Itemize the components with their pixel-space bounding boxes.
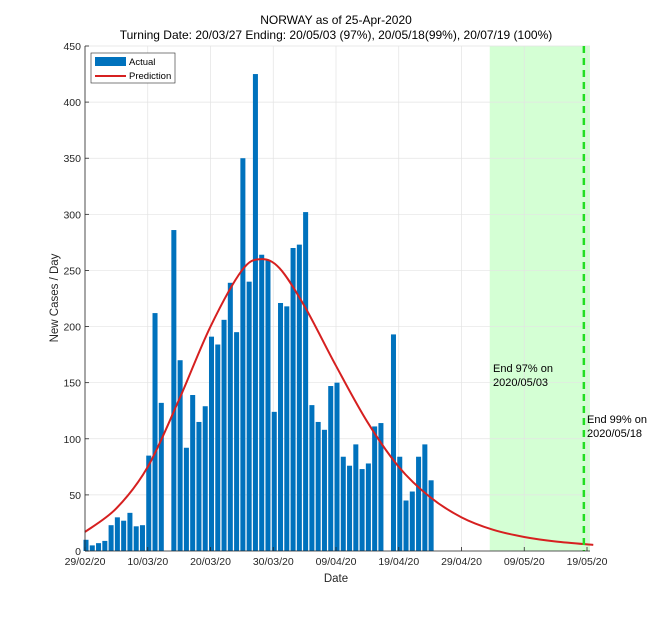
bar-actual (372, 426, 378, 551)
y-tick-label: 250 (63, 265, 81, 277)
bar-actual (265, 260, 271, 551)
x-axis-label: Date (324, 573, 348, 585)
bar-actual (290, 248, 296, 551)
bar-actual (96, 543, 102, 551)
x-tick-label: 30/03/20 (253, 556, 294, 568)
chart-subtitle: Turning Date: 20/03/27 Ending: 20/05/03 … (120, 28, 553, 42)
bar-actual (121, 520, 127, 551)
bar-actual (347, 465, 353, 551)
x-tick-label: 10/03/20 (127, 556, 168, 568)
annotation-99-line2: 2020/05/18 (587, 428, 642, 440)
bar-actual (133, 526, 139, 551)
bar-actual (340, 456, 346, 551)
bar-actual (397, 456, 403, 551)
bar-actual (208, 336, 215, 551)
bar-actual (108, 525, 114, 551)
bar-actual (177, 360, 183, 551)
x-tick-label: 09/05/20 (504, 556, 545, 568)
bar-actual (196, 421, 202, 551)
bar-actual (390, 334, 396, 551)
legend-label-prediction: Prediction (129, 71, 171, 82)
bar-actual (158, 402, 164, 551)
bar-actual (353, 444, 359, 551)
bar-actual (183, 447, 189, 551)
bar-actual (321, 429, 327, 551)
x-tick-label: 19/05/20 (567, 556, 608, 568)
bar-actual (284, 306, 290, 551)
x-tick-label: 09/04/20 (316, 556, 357, 568)
bar-actual (171, 230, 177, 552)
bar-actual (303, 212, 309, 552)
bar-actual (296, 244, 302, 551)
y-tick-label: 450 (63, 41, 81, 53)
bar-actual (246, 281, 252, 551)
y-tick-label: 300 (63, 209, 81, 221)
annotation-99-line1: End 99% on (587, 414, 647, 426)
bar-actual (334, 382, 340, 551)
bar-actual (409, 491, 415, 551)
x-tick-label: 29/04/20 (441, 556, 482, 568)
bar-actual (422, 444, 428, 551)
prediction-line (84, 258, 594, 546)
bar-actual (202, 406, 208, 551)
bar-actual (89, 545, 95, 551)
annotation-97-line2: 2020/05/03 (493, 377, 548, 389)
bar-actual (365, 463, 371, 551)
bar-actual (428, 480, 434, 551)
bar-actual (240, 158, 246, 551)
x-tick-label: 29/02/20 (65, 556, 106, 568)
chart-title: NORWAY as of 25-Apr-2020 (260, 13, 412, 27)
shaded-region-after-97pct (489, 46, 590, 551)
bar-actual (227, 282, 233, 551)
bar-actual (309, 405, 315, 551)
legend-label-actual: Actual (129, 57, 155, 68)
y-axis-label: New Cases / Day (49, 253, 61, 342)
bar-actual (83, 539, 89, 551)
x-tick-label: 19/04/20 (378, 556, 419, 568)
bar-actual (315, 421, 321, 551)
bar-actual (215, 344, 221, 551)
bar-actual (378, 423, 384, 551)
bar-actual (190, 395, 196, 551)
y-tick-label: 400 (63, 97, 81, 109)
y-tick-label: 200 (63, 322, 81, 334)
bar-actual (416, 456, 422, 551)
bars (83, 74, 434, 552)
bar-actual (259, 254, 265, 551)
bar-actual (146, 455, 152, 551)
bar-actual (252, 74, 258, 552)
bar-actual (114, 517, 120, 551)
y-tick-label: 50 (69, 490, 81, 502)
bar-actual (139, 525, 145, 551)
y-tick-label: 100 (63, 434, 81, 446)
bar-actual (271, 411, 277, 551)
x-tick-label: 20/03/20 (190, 556, 231, 568)
bar-actual (359, 469, 365, 551)
bar-actual (234, 332, 240, 551)
bar-actual (328, 386, 334, 551)
bar-actual (152, 313, 158, 551)
bar-actual (403, 500, 409, 551)
y-tick-label: 350 (63, 153, 81, 165)
bar-actual (127, 512, 133, 551)
legend: Actual Prediction (90, 52, 176, 84)
bar-actual (278, 302, 284, 551)
annotation-97-line1: End 97% on (493, 363, 553, 375)
y-tick-label: 0 (75, 546, 81, 558)
bar-actual (221, 319, 227, 551)
bar-actual (102, 540, 108, 551)
legend-swatch-actual (95, 57, 126, 66)
y-tick-label: 150 (63, 378, 81, 390)
